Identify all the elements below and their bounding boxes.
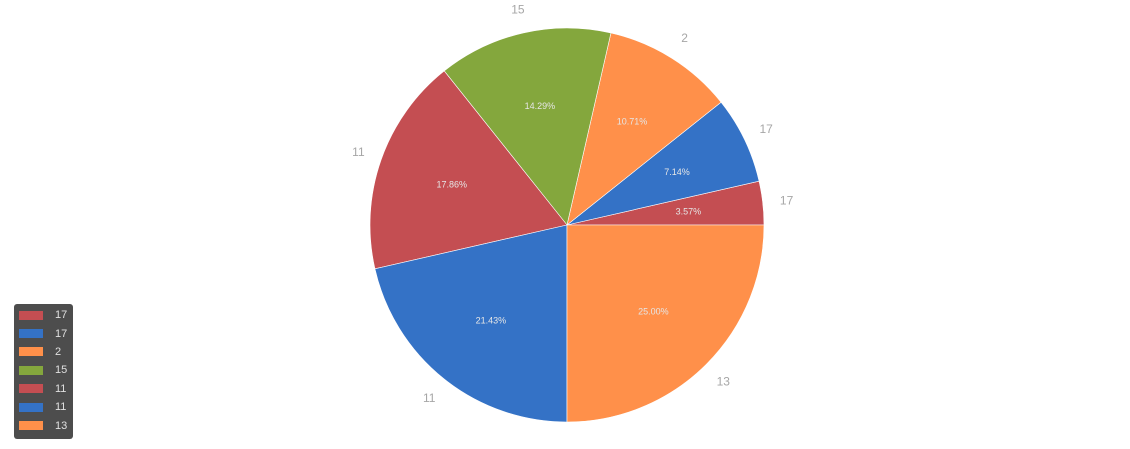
- legend: 17 17 2 15 11 11 13: [14, 304, 73, 439]
- legend-label: 11: [55, 382, 67, 395]
- slice-labels: 17 17 2 15 11 11 13: [352, 3, 793, 405]
- slice-label: 11: [423, 391, 436, 405]
- legend-swatch: [19, 421, 43, 431]
- legend-swatch: [19, 310, 43, 320]
- legend-label: 11: [55, 401, 67, 414]
- legend-item[interactable]: 11: [14, 398, 73, 416]
- pie-slice[interactable]: [566, 32, 722, 226]
- legend-swatch: [19, 329, 43, 339]
- slice-percent-label: 25.00%: [638, 306, 669, 316]
- slice-percent-label: 17.86%: [436, 180, 467, 190]
- legend-swatch: [19, 384, 43, 394]
- legend-swatch: [19, 365, 43, 375]
- pie-slice[interactable]: [443, 27, 612, 226]
- pie-slice[interactable]: [566, 224, 765, 423]
- legend-item[interactable]: 2: [14, 343, 73, 361]
- legend-item[interactable]: 13: [14, 416, 73, 434]
- legend-label: 17: [55, 309, 68, 322]
- slice-label: 17: [780, 193, 794, 207]
- slice-percent-label: 7.14%: [664, 167, 690, 177]
- legend-label: 15: [55, 364, 68, 377]
- pie-slice[interactable]: [369, 70, 568, 270]
- pie-slice[interactable]: [374, 224, 568, 423]
- legend-label: 13: [55, 419, 68, 432]
- legend-item[interactable]: 15: [14, 361, 73, 379]
- percent-labels: 3.57% 7.14% 10.71% 14.29% 17.86% 21.43% 25.00%: [436, 101, 701, 326]
- slice-label: 15: [511, 3, 525, 17]
- legend-item[interactable]: 17: [14, 324, 73, 342]
- slice-label: 17: [759, 122, 773, 136]
- legend-label: 17: [55, 327, 68, 340]
- slice-percent-label: 10.71%: [617, 117, 648, 127]
- legend-swatch: [19, 347, 43, 357]
- slice-percent-label: 21.43%: [476, 315, 507, 325]
- slice-label: 11: [352, 145, 365, 159]
- legend-item[interactable]: 11: [14, 380, 73, 398]
- slice-label: 2: [681, 31, 688, 45]
- pie-slices: [369, 27, 765, 423]
- legend-swatch: [19, 402, 43, 412]
- legend-item[interactable]: 17: [14, 306, 73, 324]
- slice-percent-label: 3.57%: [676, 206, 702, 216]
- slice-percent-label: 14.29%: [525, 101, 556, 111]
- slice-label: 13: [717, 374, 731, 388]
- legend-label: 2: [55, 345, 62, 358]
